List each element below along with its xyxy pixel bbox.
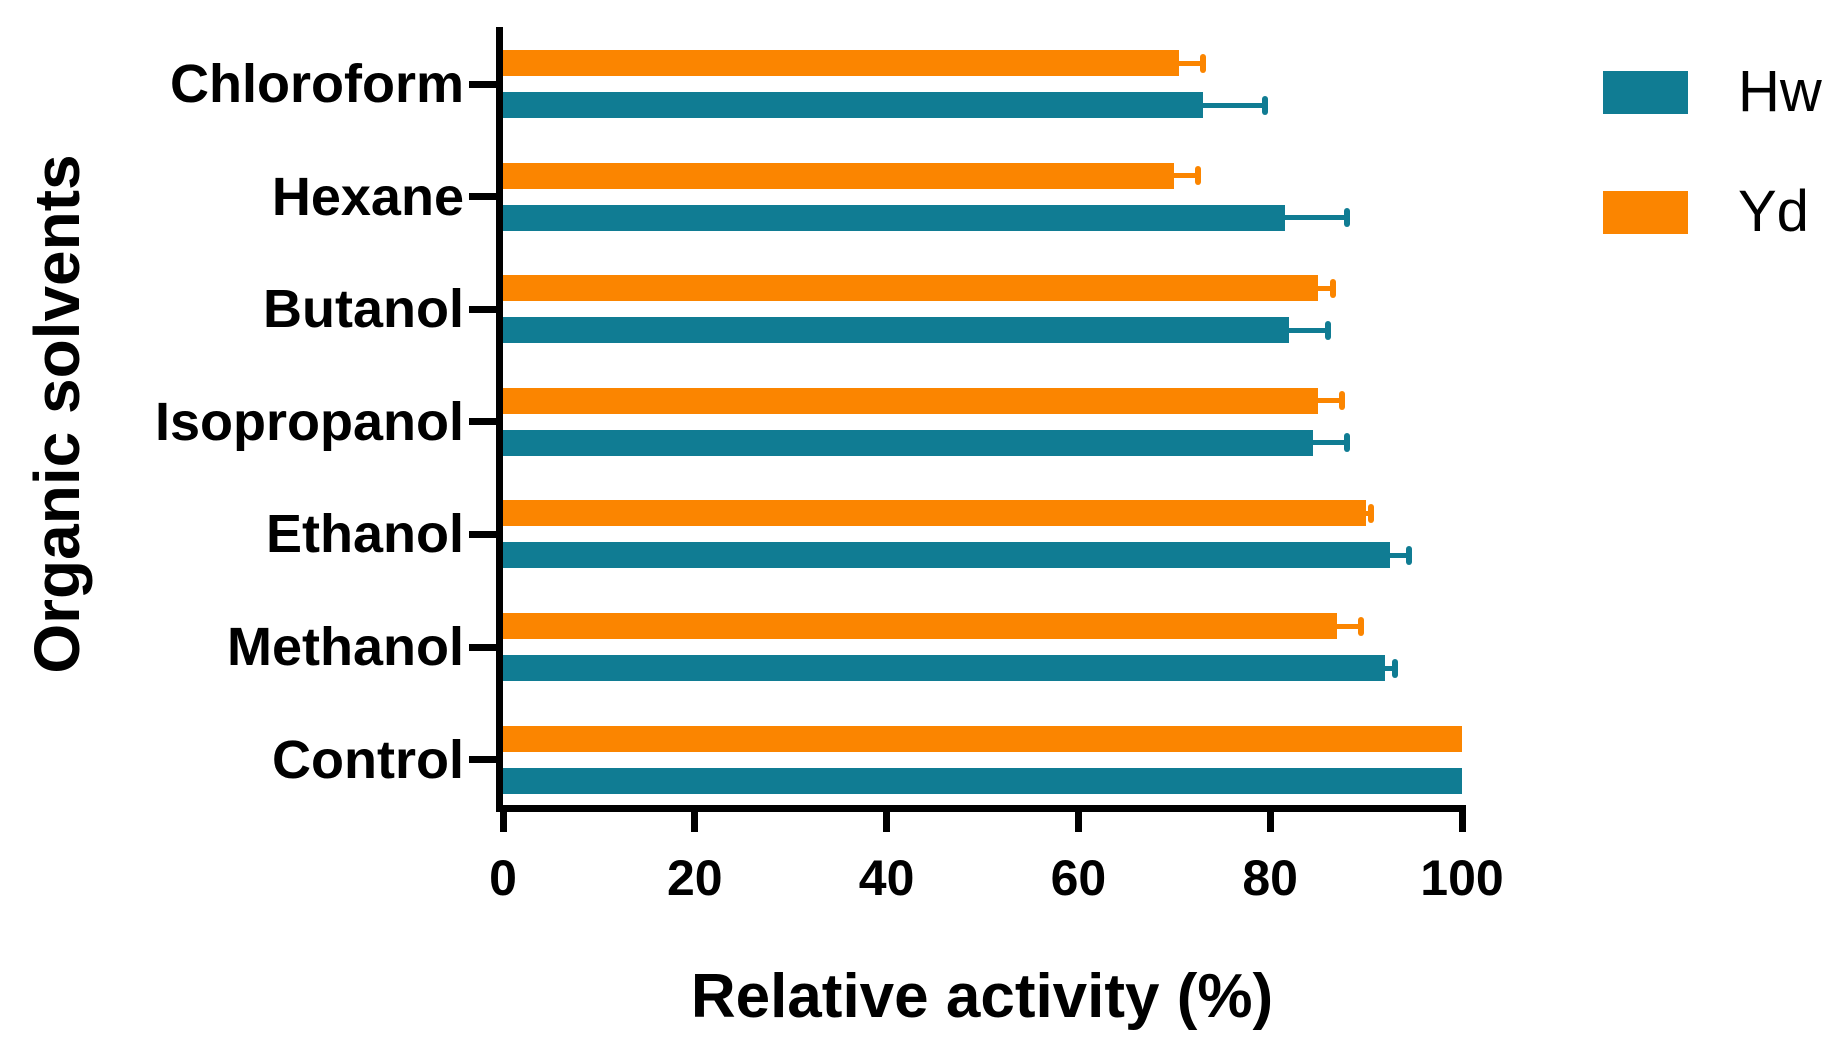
y-category-label: Chloroform bbox=[170, 54, 464, 114]
error-bar-cap bbox=[1343, 433, 1350, 453]
error-bar-cap bbox=[1358, 616, 1365, 636]
y-tick bbox=[469, 643, 497, 651]
x-tick-label: 60 bbox=[1050, 850, 1107, 906]
x-tick bbox=[1458, 812, 1466, 832]
error-bar-line bbox=[1383, 665, 1395, 671]
x-tick bbox=[1074, 812, 1082, 832]
y-category-label: Butanol bbox=[263, 279, 464, 340]
error-bar-line bbox=[1335, 623, 1362, 629]
bar-yd-control bbox=[503, 725, 1462, 752]
y-tick bbox=[469, 305, 497, 313]
error-bar-cap bbox=[1324, 320, 1331, 340]
error-bar-line bbox=[1287, 327, 1328, 333]
legend-swatch-hw bbox=[1603, 70, 1688, 114]
y-category-label: Ethanol bbox=[266, 504, 464, 565]
bar-yd-methanol bbox=[503, 613, 1338, 639]
x-tick-label: 40 bbox=[858, 850, 915, 906]
error-bar-line bbox=[1316, 285, 1333, 291]
error-bar-cap bbox=[1195, 166, 1202, 186]
x-tick bbox=[883, 812, 891, 832]
error-bar-line bbox=[1177, 60, 1204, 66]
error-bar-cap bbox=[1339, 391, 1346, 411]
bar-hw-isopropanol bbox=[503, 429, 1314, 456]
error-bar-line bbox=[1388, 552, 1410, 558]
legend-label-hw: Hw bbox=[1738, 59, 1822, 124]
error-bar-line bbox=[1311, 440, 1347, 446]
y-category-label: Methanol bbox=[227, 617, 464, 677]
x-tick-label: 20 bbox=[666, 850, 723, 906]
error-bar-cap bbox=[1262, 95, 1269, 115]
legend-item-hw: Hw bbox=[1603, 63, 1822, 121]
x-tick-label: 80 bbox=[1242, 850, 1298, 906]
x-tick-label: 100 bbox=[1420, 850, 1504, 906]
x-axis-title: Relative activity (%) bbox=[690, 962, 1274, 1031]
error-bar-line bbox=[1201, 102, 1266, 108]
x-tick bbox=[499, 812, 507, 832]
error-bar-line bbox=[1316, 398, 1343, 404]
x-tick-label: 0 bbox=[489, 850, 517, 906]
y-tick bbox=[469, 418, 497, 426]
y-category-label: Isopropanol bbox=[155, 391, 464, 452]
y-tick bbox=[469, 756, 497, 764]
error-bar-line bbox=[1172, 173, 1199, 179]
bar-yd-ethanol bbox=[503, 500, 1367, 527]
legend-swatch-yd bbox=[1603, 190, 1688, 234]
y-tick bbox=[469, 530, 497, 538]
error-bar-cap bbox=[1343, 208, 1350, 228]
y-category-label: Control bbox=[272, 729, 464, 790]
legend-item-yd: Yd bbox=[1603, 183, 1822, 241]
y-axis-line bbox=[496, 27, 503, 812]
bar-yd-isopropanol bbox=[503, 387, 1319, 414]
legend: Hw Yd bbox=[1603, 63, 1822, 241]
error-bar-cap bbox=[1200, 53, 1207, 73]
x-tick bbox=[1266, 812, 1274, 832]
error-bar-cap bbox=[1391, 658, 1398, 678]
legend-label-yd: Yd bbox=[1738, 179, 1809, 244]
bar-yd-butanol bbox=[503, 275, 1319, 302]
error-bar-line bbox=[1282, 215, 1347, 221]
bar-hw-hexane bbox=[503, 204, 1285, 231]
bar-hw-ethanol bbox=[503, 542, 1391, 569]
x-axis-line bbox=[496, 805, 1466, 812]
bar-hw-butanol bbox=[503, 317, 1290, 344]
error-bar-cap bbox=[1406, 545, 1413, 565]
error-bar-cap bbox=[1367, 503, 1374, 523]
error-bar-cap bbox=[1329, 278, 1336, 298]
y-tick bbox=[469, 80, 497, 88]
bar-yd-chloroform bbox=[503, 50, 1180, 76]
bar-hw-control bbox=[503, 767, 1462, 794]
bar-yd-hexane bbox=[503, 162, 1175, 189]
y-tick bbox=[469, 193, 497, 201]
bar-hw-methanol bbox=[503, 655, 1386, 681]
error-bar-line bbox=[1364, 510, 1371, 516]
bar-hw-chloroform bbox=[503, 92, 1204, 118]
x-tick bbox=[691, 812, 699, 832]
y-category-label: Hexane bbox=[271, 166, 464, 227]
